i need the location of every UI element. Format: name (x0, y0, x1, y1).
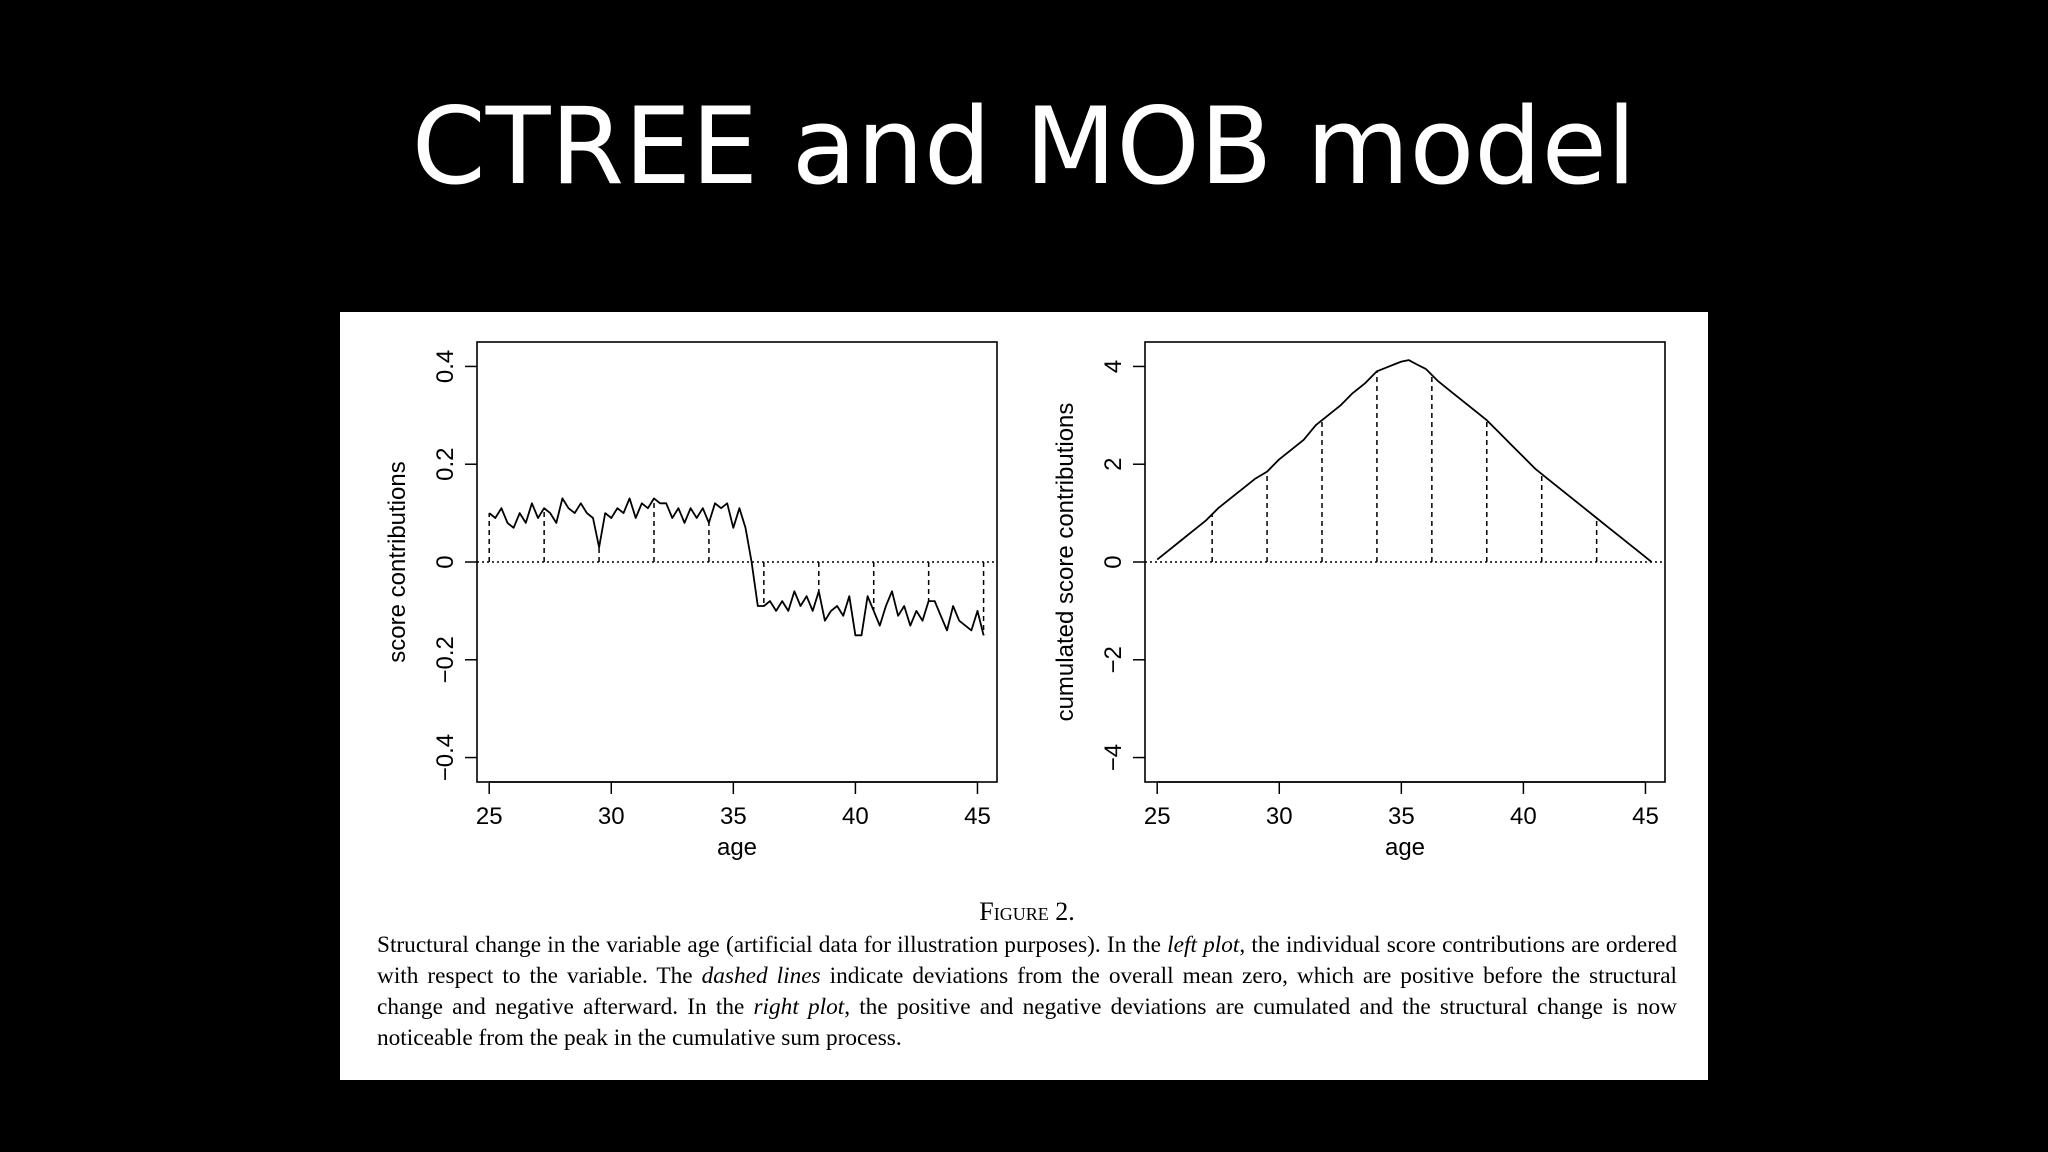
caption-part: , the individual score contributions are… (377, 932, 1677, 989)
slide-title: CTREE and MOB model (411, 85, 1637, 208)
x-tick-label: 30 (1266, 803, 1293, 830)
left-chart: 25 30 35 40 45 −0.4 −0.2 0 0.2 0.4 age score contri… (384, 341, 998, 861)
y-tick-label: 4 (1100, 360, 1127, 373)
figure-label: Figure 2. (979, 897, 1075, 926)
caption-text: Structural change in the variable age (a… (377, 930, 1677, 1054)
figure-caption: Figure 2. Structural change in the varia… (377, 896, 1677, 1054)
y-tick-label: 2 (1100, 458, 1127, 471)
x-tick-label: 40 (1510, 803, 1537, 830)
right-chart: 25 30 35 40 45 −4 −2 0 2 4 age cumulated score cont… (1052, 341, 1666, 861)
x-axis-label: age (1385, 834, 1425, 861)
y-tick-label: 0 (1100, 555, 1127, 568)
caption-part: Structural change in the variable age (a… (377, 932, 1168, 958)
y-tick-label: −4 (1100, 744, 1127, 771)
y-tick-label: 0.2 (432, 448, 459, 481)
y-tick-label: 0.4 (432, 350, 459, 383)
x-tick-label: 35 (1388, 803, 1415, 830)
y-axis-label: cumulated score contributions (1052, 403, 1079, 722)
x-tick-label: 45 (964, 803, 991, 830)
series-line (1156, 359, 1653, 563)
x-tick-label: 35 (720, 803, 747, 830)
y-tick-label: 0 (432, 555, 459, 568)
y-tick-label: −0.2 (432, 636, 459, 683)
x-tick-label: 25 (1144, 803, 1171, 830)
caption-part: , the positive and negative deviations a… (377, 994, 1677, 1051)
x-axis-label: age (717, 834, 757, 861)
x-tick-label: 45 (1632, 803, 1659, 830)
x-tick-label: 25 (476, 803, 503, 830)
figure-panel: 25 30 35 40 45 −0.4 −0.2 0 0.2 0.4 age score contri… (340, 312, 1708, 1080)
x-tick-label: 40 (842, 803, 869, 830)
x-tick-label: 30 (598, 803, 625, 830)
y-tick-label: −0.4 (432, 734, 459, 781)
caption-part: left plot (1167, 932, 1240, 958)
caption-part: right plot (753, 994, 845, 1020)
caption-part: indicate deviations from the overall mea… (377, 963, 1678, 1020)
caption-part: dashed lines (701, 963, 821, 989)
y-tick-label: −2 (1100, 646, 1127, 673)
y-axis-label: score contributions (384, 461, 411, 662)
series-line (488, 497, 985, 637)
